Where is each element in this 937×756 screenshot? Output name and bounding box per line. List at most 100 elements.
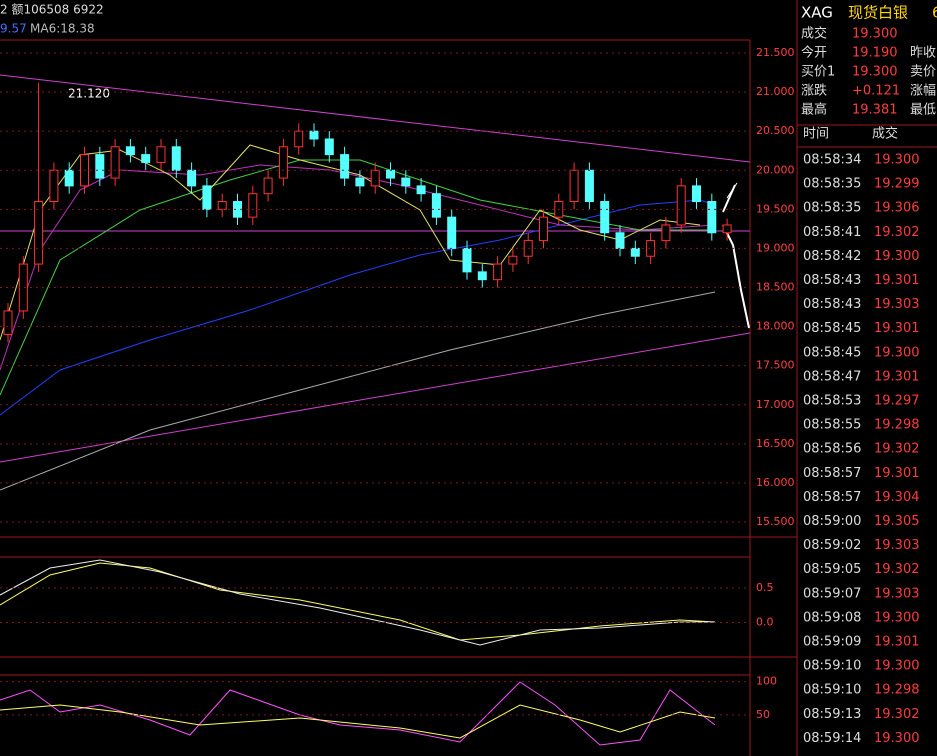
candle-body: [416, 185, 426, 195]
candle-body: [125, 146, 135, 156]
y-tick-label: 50: [756, 708, 770, 721]
candle-body: [64, 169, 74, 187]
trade-time: 08:58:43: [803, 273, 861, 288]
trade-price: 19.300: [874, 345, 920, 360]
candle-body: [615, 232, 625, 249]
candle-body: [431, 193, 441, 218]
trade-time: 08:59:05: [803, 562, 861, 577]
trade-time: 08:59:07: [803, 586, 861, 601]
y-tick-label: 16.500: [756, 437, 795, 450]
trade-price: 19.303: [874, 297, 920, 312]
candle-body: [95, 154, 105, 179]
trade-price: 19.305: [874, 514, 920, 529]
trade-price: 19.301: [874, 273, 920, 288]
trade-price: 19.306: [874, 201, 920, 216]
y-tick-label: 18.500: [756, 281, 795, 294]
candle-body: [370, 169, 380, 187]
candle-body: [692, 185, 701, 203]
candle-body: [340, 154, 350, 179]
trade-time: 08:59:13: [803, 707, 861, 722]
candle-body: [462, 247, 472, 273]
trade-time: 08:58:55: [803, 418, 861, 433]
trade-price: 19.300: [874, 249, 920, 264]
candle-body: [324, 138, 334, 156]
trade-time: 08:59:09: [803, 635, 861, 650]
quote-value: 19.381: [852, 103, 898, 118]
trade-price: 19.302: [874, 442, 920, 457]
trade-price: 19.300: [874, 610, 920, 625]
y-tick-label: 17.500: [756, 359, 795, 372]
trade-time: 08:59:10: [803, 659, 861, 674]
trade-price: 19.298: [874, 418, 920, 433]
candle-body: [676, 185, 686, 226]
candle-body: [278, 146, 288, 179]
quote-label: 最低: [910, 103, 936, 118]
candle-body: [447, 216, 457, 249]
candle-body: [386, 169, 395, 179]
y-tick-label: 21.000: [756, 85, 795, 98]
trade-price: 19.304: [874, 490, 920, 505]
trade-price: 19.302: [874, 225, 920, 240]
quote-label: 昨收: [910, 46, 936, 61]
trade-time: 08:58:56: [803, 442, 861, 457]
y-tick-label: 0.0: [756, 615, 774, 628]
candle-body: [569, 169, 579, 203]
candle-body: [646, 240, 656, 257]
trade-price: 19.301: [874, 635, 920, 650]
candle-body: [630, 247, 640, 257]
y-tick-label: 20.000: [756, 163, 795, 176]
trades-header: 时间: [803, 127, 829, 142]
candle-body: [141, 154, 151, 163]
quote-label: 涨跌: [801, 83, 827, 99]
candle-body: [156, 146, 166, 163]
overlays: [0, 74, 751, 491]
y-tick-label: 16.000: [756, 476, 795, 489]
candle-body: [584, 169, 594, 203]
trade-price: 19.303: [874, 538, 920, 553]
trade-time: 08:58:53: [803, 394, 861, 409]
quote-label: 涨幅: [910, 84, 936, 99]
candle-body: [248, 193, 258, 218]
symbol-name: 现货白银: [848, 4, 908, 22]
trade-time: 08:59:02: [803, 538, 861, 553]
candle-body: [493, 263, 503, 281]
trades-header: 成交: [872, 126, 898, 142]
trade-price: 19.297: [874, 394, 920, 409]
trade-time: 08:58:35: [803, 201, 861, 216]
quote-value: 19.190: [852, 46, 898, 61]
ma-value: 9.57: [0, 22, 27, 36]
trade-time: 08:58:45: [803, 345, 861, 360]
candle-body: [600, 201, 610, 234]
candle-body: [309, 130, 319, 140]
trade-price: 19.300: [874, 153, 920, 168]
candle-body: [202, 185, 212, 210]
y-tick-label: 0.5: [756, 581, 774, 594]
quote-label: 成交: [801, 26, 827, 42]
trade-time: 08:59:14: [803, 731, 861, 746]
candle-body: [401, 177, 411, 187]
trade-time: 08:58:42: [803, 249, 861, 264]
candle-body: [722, 224, 732, 234]
candle-body: [294, 130, 304, 148]
quote-value: 19.300: [852, 65, 898, 80]
trade-time: 08:59:10: [803, 683, 861, 698]
candle-body: [355, 177, 365, 187]
quote-label: 卖价: [910, 65, 936, 80]
candle-body: [18, 263, 28, 312]
quote-label: 今开: [801, 45, 827, 61]
candle-body: [477, 271, 487, 281]
trade-price: 19.301: [874, 369, 920, 384]
trade-time: 08:58:41: [803, 225, 861, 240]
quote-value: 19.300: [852, 27, 898, 42]
candle-body: [508, 255, 518, 265]
trade-time: 08:58:43: [803, 297, 861, 312]
trade-price: 19.303: [874, 586, 920, 601]
candle-body: [217, 201, 227, 210]
trade-price: 19.301: [874, 321, 920, 336]
trade-time: 08:58:45: [803, 321, 861, 336]
candle-body: [171, 146, 181, 171]
trade-time: 08:58:34: [803, 153, 861, 168]
volume-text: 2 额106508 6922: [0, 3, 104, 17]
